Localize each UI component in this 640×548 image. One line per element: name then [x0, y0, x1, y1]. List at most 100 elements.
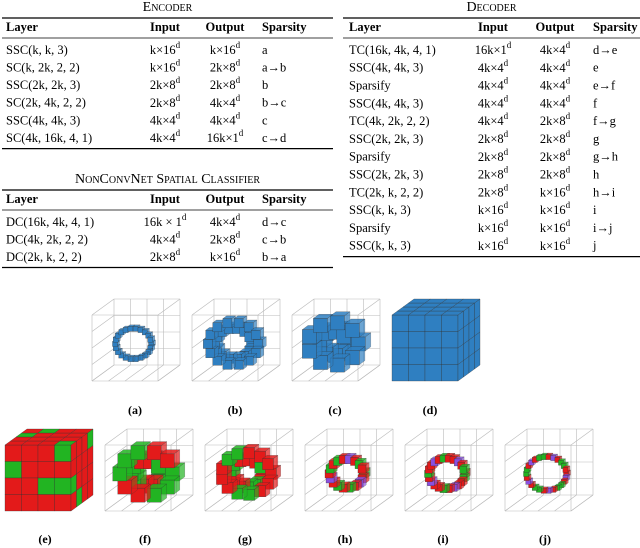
voxel [205, 330, 215, 340]
voxel [231, 448, 243, 460]
voxel [37, 444, 55, 462]
voxel [408, 314, 426, 332]
wireframe [270, 494, 294, 512]
wireframe [304, 428, 328, 446]
wireframe [91, 331, 115, 349]
wireframe [191, 298, 215, 316]
figure-caption: (e) [38, 532, 51, 546]
wireframe [104, 445, 128, 462]
voxel [146, 445, 162, 460]
cell-sup: d [566, 93, 571, 103]
cell-base: 2k×8 [150, 96, 176, 110]
wireframe [437, 494, 461, 512]
table-cell: Layer [6, 20, 38, 34]
table-cell: SC(k, 2k, 2, 2) [6, 60, 80, 74]
voxel [160, 453, 175, 469]
table-cell: k×16d [478, 200, 509, 217]
table-cell: 2k×8d [478, 165, 509, 182]
table-cell: Layer [6, 192, 38, 206]
cell-sup: d [236, 247, 241, 257]
table-cell: Output [206, 192, 246, 206]
voxel [441, 364, 459, 382]
wireframe [124, 364, 148, 382]
voxel [115, 333, 121, 339]
table-cell: SSC(2k, 2k, 3) [349, 132, 423, 146]
voxel [528, 460, 534, 466]
cell-base: 2k×8 [540, 167, 566, 181]
cell-base: k×16 [540, 185, 566, 199]
table-cell: e→f [593, 78, 616, 92]
wireframe [404, 494, 428, 512]
cell-sup: d [504, 218, 509, 228]
table-cell: TC(2k, k, 2, 2) [349, 185, 423, 199]
wireframe [191, 364, 215, 382]
voxel [221, 454, 234, 466]
table-cell: 4k×4d [210, 93, 241, 110]
voxel [357, 464, 367, 474]
table-cell: SC(2k, 4k, 2, 2) [6, 96, 86, 110]
voxel [37, 477, 55, 495]
table-cell: Sparsity [262, 192, 307, 206]
table-cell: a→b [262, 60, 286, 74]
cell-base: 4k×4 [540, 43, 567, 57]
table-cell: DC(16k, 4k, 4, 1) [6, 215, 94, 229]
table-cell: Output [536, 20, 576, 34]
wireframe [337, 494, 361, 512]
table-cell: 4k×4d [478, 76, 509, 93]
voxel [243, 447, 255, 459]
table-cell: c→b [262, 232, 286, 246]
table-cell: 16k×1d [207, 128, 244, 145]
wireframe [157, 298, 181, 316]
cell-base: k×16 [540, 239, 566, 253]
table-cell: 2k×8d [210, 75, 241, 92]
wireframe [257, 298, 281, 316]
cell-sup: d [236, 230, 241, 240]
wireframe [504, 428, 528, 446]
wireframe [157, 364, 181, 382]
cell-sup: d [236, 40, 241, 50]
cell-base: k×16 [210, 43, 236, 57]
table-cell: TC(4k, 2k, 2, 2) [349, 114, 430, 128]
table-cell: 2k×8d [150, 247, 181, 264]
wireframe [257, 364, 281, 382]
wireframe [91, 298, 115, 316]
cell-base: 16k×1 [207, 131, 239, 145]
cell-base: 4k×4 [478, 78, 505, 92]
voxel [525, 463, 531, 469]
table-cell: Input [150, 192, 181, 206]
wireframe [170, 494, 194, 512]
wireframe [404, 461, 428, 479]
table-title: Decoder [466, 0, 516, 15]
table-cell: 2k×8d [478, 182, 509, 199]
cell-base: k×16 [150, 60, 176, 74]
table-cell: DC(2k, k, 2, 2) [6, 250, 82, 264]
voxel [21, 461, 39, 479]
cell-sup: d [504, 58, 509, 68]
figure-caption: (a) [128, 403, 142, 417]
table-cell: SSC(2k, 2k, 3) [6, 78, 80, 92]
wireframe [354, 494, 377, 512]
cell-sup: d [566, 76, 571, 86]
cell-base: k×16 [150, 43, 176, 57]
voxel [459, 466, 467, 474]
table-cell: 2k×8d [478, 129, 509, 146]
voxel [424, 364, 442, 382]
wireframe [104, 494, 128, 512]
cell-sup: d [566, 111, 571, 121]
voxel [391, 331, 409, 349]
table-cell: 4k×4d [150, 230, 181, 247]
table-cell: 4k×4d [150, 128, 181, 145]
voxel [122, 327, 129, 333]
table-cell: f [593, 96, 598, 110]
cell-base: 4k×4 [540, 78, 567, 92]
cell-sup: d [176, 93, 181, 103]
cell-base: 2k×8 [150, 250, 176, 264]
table-cell: Output [206, 20, 246, 34]
wireframe [304, 478, 328, 495]
cell-sup: d [566, 236, 571, 246]
voxel [127, 326, 134, 332]
wireframe [191, 315, 215, 332]
cell-base: k×16 [540, 221, 566, 235]
cell-base: 2k×8 [540, 114, 566, 128]
